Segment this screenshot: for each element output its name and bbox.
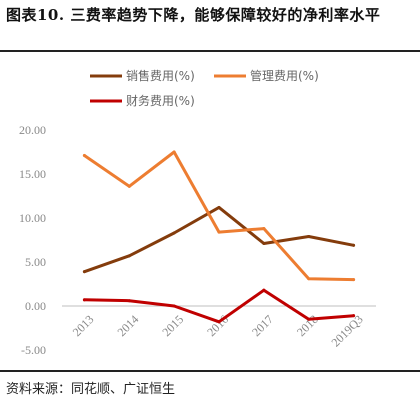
data-point bbox=[82, 298, 86, 302]
bottom-rule bbox=[0, 370, 420, 372]
data-point bbox=[172, 150, 176, 154]
x-tick-label: 2017 bbox=[249, 312, 276, 339]
data-point bbox=[127, 254, 131, 258]
legend-label: 财务费用(%) bbox=[126, 93, 195, 108]
chart-legend: 销售费用(%) 管理费用(%) 财务费用(%) bbox=[90, 68, 319, 108]
data-point bbox=[217, 205, 221, 209]
data-point bbox=[217, 230, 221, 234]
data-point bbox=[262, 288, 266, 292]
series-line-2 bbox=[82, 150, 356, 282]
legend-label: 销售费用(%) bbox=[126, 68, 195, 83]
source-note: 资料来源：同花顺、广证恒生 bbox=[6, 382, 176, 397]
figure-title: 图表10. 三费率趋势下降，能够保障较好的净利率水平 bbox=[6, 6, 381, 24]
y-tick-label: 0.00 bbox=[25, 299, 46, 313]
x-tick-label: 2018 bbox=[294, 312, 321, 339]
data-point bbox=[127, 299, 131, 303]
y-tick-label: 15.00 bbox=[19, 167, 46, 181]
x-axis: 2013 2014 2015 2016 2017 2018 2019Q3 bbox=[62, 305, 376, 349]
y-tick-label: -5.00 bbox=[21, 343, 46, 357]
data-point bbox=[307, 277, 311, 281]
data-point bbox=[352, 278, 356, 282]
y-tick-label: 20.00 bbox=[19, 123, 46, 137]
legend-label: 管理费用(%) bbox=[250, 68, 319, 83]
data-point bbox=[307, 234, 311, 238]
data-point bbox=[82, 154, 86, 158]
data-point bbox=[172, 304, 176, 308]
y-tick-label: 5.00 bbox=[25, 255, 46, 269]
data-point bbox=[307, 317, 311, 321]
top-rule bbox=[0, 50, 420, 52]
data-point bbox=[262, 227, 266, 231]
data-point bbox=[82, 270, 86, 274]
data-point bbox=[127, 184, 131, 188]
data-point bbox=[217, 320, 221, 324]
data-point bbox=[352, 314, 356, 318]
y-tick-label: 10.00 bbox=[19, 211, 46, 225]
x-tick-label: 2015 bbox=[159, 312, 186, 339]
chart-series bbox=[82, 150, 356, 324]
line-chart: 销售费用(%) 管理费用(%) 财务费用(%) 20.00 15.00 10.00 5.0… bbox=[19, 68, 376, 357]
data-point bbox=[172, 231, 176, 235]
data-point bbox=[262, 242, 266, 246]
x-tick-label: 2014 bbox=[115, 312, 142, 339]
x-tick-label: 2013 bbox=[70, 312, 97, 339]
y-axis: 20.00 15.00 10.00 5.00 0.00 -5.00 bbox=[19, 123, 46, 357]
data-point bbox=[352, 243, 356, 247]
series-line-1 bbox=[82, 205, 356, 274]
